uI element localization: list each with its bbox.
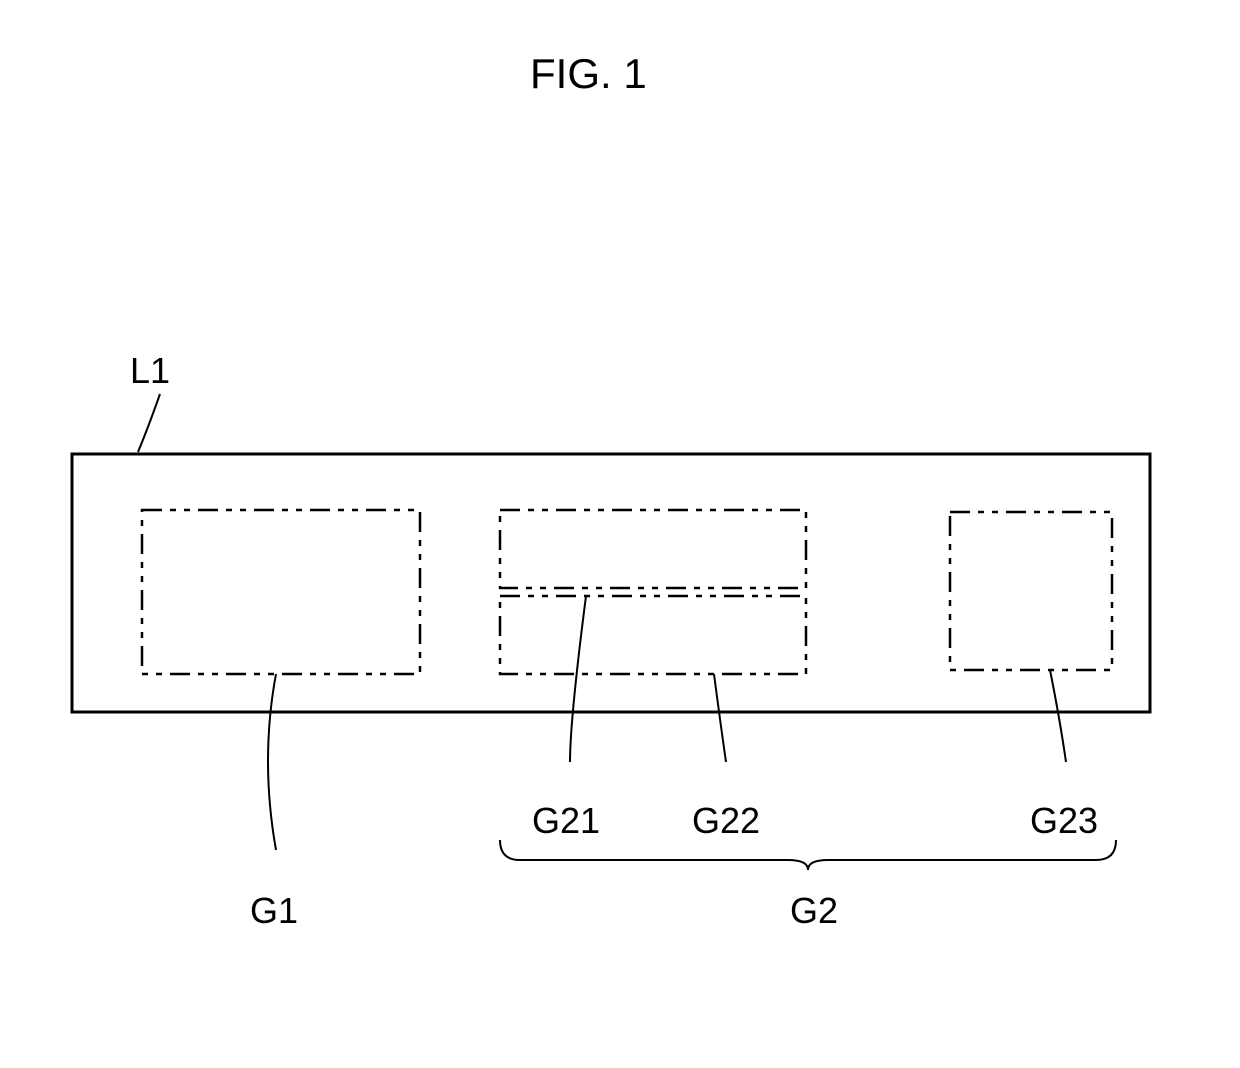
label-G1: G1 xyxy=(250,890,298,932)
label-G23: G23 xyxy=(1030,800,1098,842)
label-G22: G22 xyxy=(692,800,760,842)
label-G2: G2 xyxy=(790,890,838,932)
diagram-canvas xyxy=(0,0,1240,1068)
figure-title: FIG. 1 xyxy=(530,50,647,98)
label-G21: G21 xyxy=(532,800,600,842)
label-L1: L1 xyxy=(130,350,170,392)
